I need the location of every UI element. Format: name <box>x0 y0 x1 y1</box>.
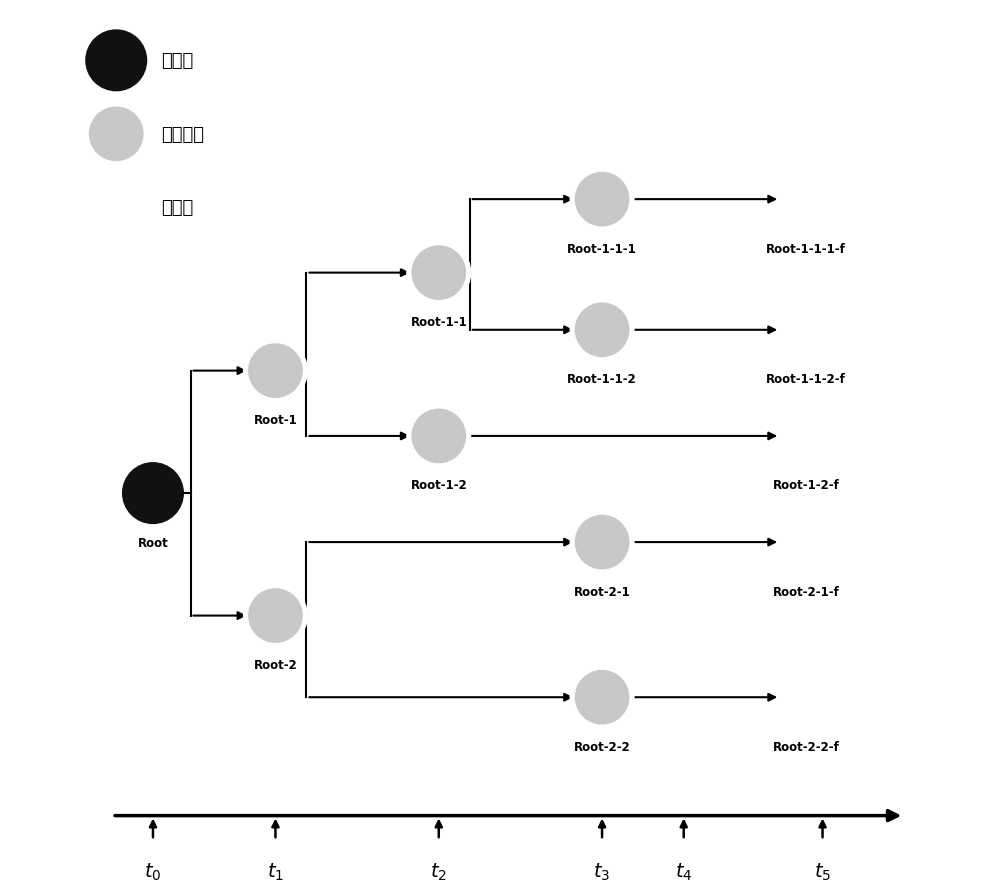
Circle shape <box>407 242 471 305</box>
Circle shape <box>413 247 465 299</box>
Text: Root-1-1-2-f: Root-1-1-2-f <box>766 373 846 385</box>
Text: $t_5$: $t_5$ <box>814 860 831 882</box>
Text: Root-1-1-2: Root-1-1-2 <box>567 373 637 385</box>
Text: Root-2: Root-2 <box>254 658 297 672</box>
Circle shape <box>780 304 832 356</box>
Circle shape <box>90 182 142 234</box>
Circle shape <box>570 665 634 729</box>
Circle shape <box>570 168 634 232</box>
Circle shape <box>244 339 307 403</box>
Text: $t_1$: $t_1$ <box>267 860 284 882</box>
Text: $t_2$: $t_2$ <box>430 860 447 882</box>
Text: $t_3$: $t_3$ <box>593 860 611 882</box>
Circle shape <box>90 109 142 160</box>
Text: Root-1-1-1-f: Root-1-1-1-f <box>766 243 846 255</box>
Text: Root-2-2-f: Root-2-2-f <box>773 740 840 753</box>
Circle shape <box>570 510 634 574</box>
Text: Root-1-1: Root-1-1 <box>410 315 467 329</box>
Text: Root-2-1-f: Root-2-1-f <box>773 585 840 598</box>
Circle shape <box>122 462 184 525</box>
Circle shape <box>576 174 628 226</box>
Circle shape <box>576 304 628 356</box>
Text: $t_0$: $t_0$ <box>144 860 162 882</box>
Circle shape <box>570 299 634 362</box>
Text: Root-1-2: Root-1-2 <box>410 478 467 492</box>
Circle shape <box>780 672 832 724</box>
Circle shape <box>413 410 465 462</box>
Circle shape <box>244 584 307 648</box>
Circle shape <box>576 517 628 569</box>
Circle shape <box>249 345 302 397</box>
Circle shape <box>576 672 628 724</box>
Text: Root-1-2-f: Root-1-2-f <box>773 478 840 492</box>
Text: 终节点: 终节点 <box>161 199 193 217</box>
Circle shape <box>780 517 832 569</box>
Text: Root-2-2: Root-2-2 <box>574 740 630 753</box>
Circle shape <box>407 405 471 468</box>
Text: 中间节点: 中间节点 <box>161 126 204 144</box>
Text: Root-1: Root-1 <box>254 414 297 426</box>
Text: $t_4$: $t_4$ <box>675 860 692 882</box>
Text: 根节点: 根节点 <box>161 52 193 70</box>
Text: Root: Root <box>138 536 168 549</box>
Circle shape <box>249 590 302 642</box>
Text: Root-1-1-1: Root-1-1-1 <box>567 243 637 255</box>
Circle shape <box>780 410 832 462</box>
Text: Root-2-1: Root-2-1 <box>574 585 630 598</box>
Circle shape <box>85 30 147 92</box>
Circle shape <box>84 103 148 167</box>
Circle shape <box>780 174 832 226</box>
